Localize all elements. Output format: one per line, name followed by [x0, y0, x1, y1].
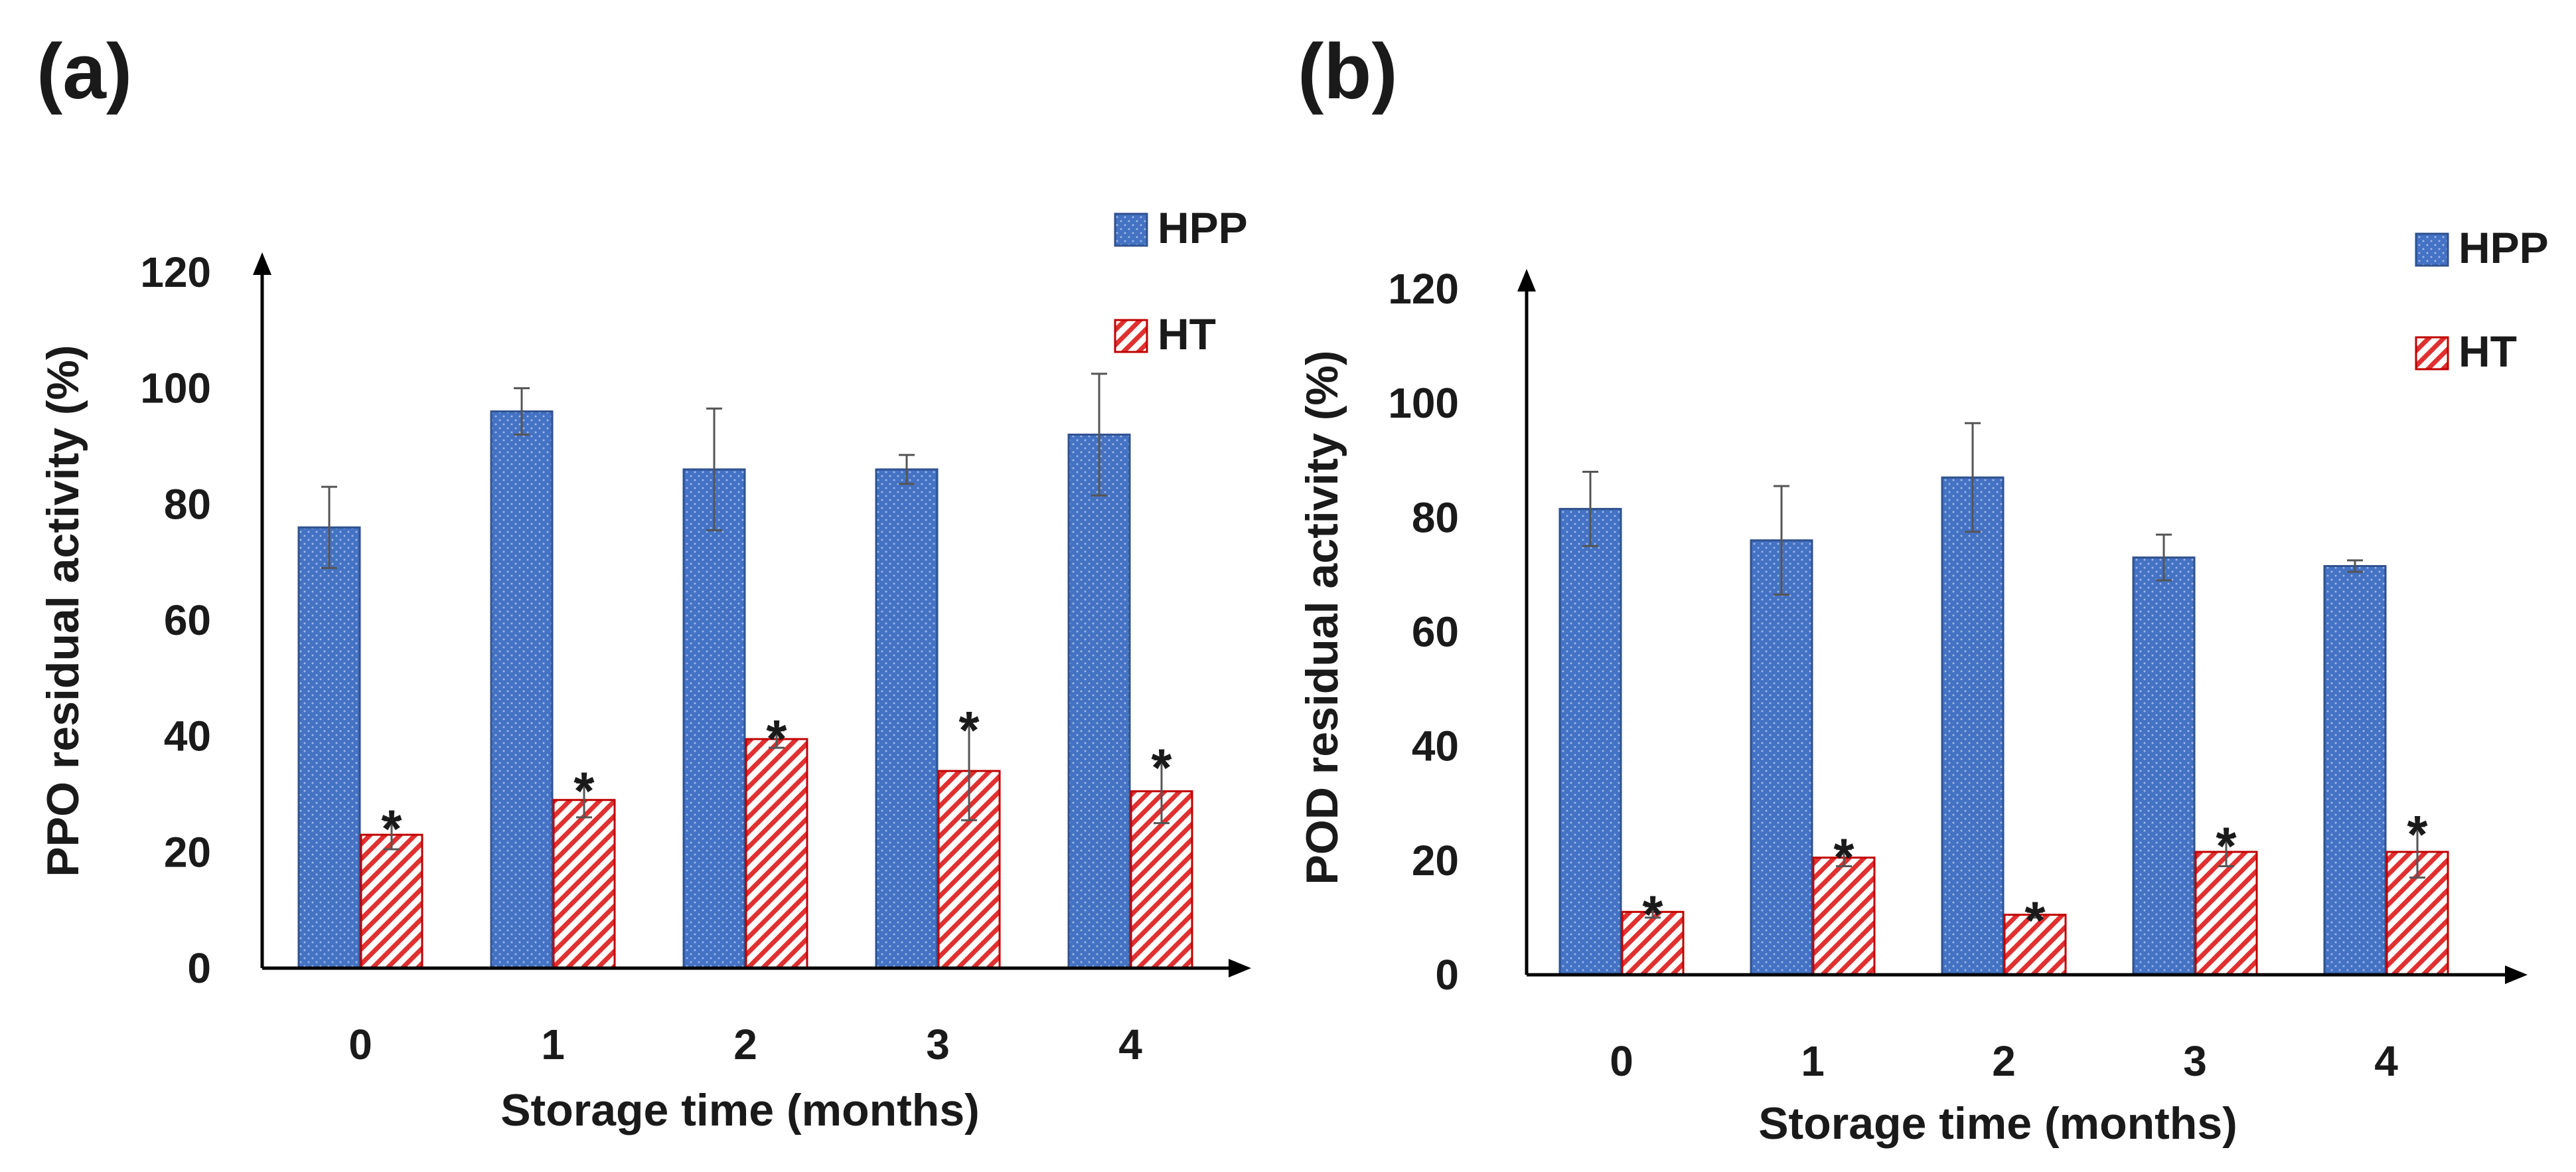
bar-hpp [1558, 507, 1622, 976]
y-tick-label: 80 [1412, 493, 1459, 541]
bar-hpp [875, 468, 939, 969]
y-tick-label: 100 [1388, 379, 1459, 427]
panel-label: (b) [1298, 28, 1398, 116]
bar-hpp [682, 468, 746, 969]
x-axis-arrow [2505, 965, 2528, 984]
legend-swatch-hpp [1114, 212, 1148, 247]
y-tick-label: 120 [140, 248, 211, 296]
bar-ht [745, 738, 808, 969]
legend-label: HT [1158, 309, 1216, 359]
legend-label: HT [2459, 327, 2517, 376]
significance-marker: * [1642, 885, 1663, 944]
y-axis-title: PPO residual activity (%) [38, 345, 88, 877]
significance-marker: * [573, 762, 595, 821]
x-axis-title: Storage time (months) [1758, 1098, 2237, 1149]
significance-marker: * [2216, 816, 2237, 875]
legend-label: HPP [2459, 223, 2549, 272]
legend-swatch-ht [2415, 336, 2449, 371]
y-axis-arrow [1517, 269, 1536, 292]
x-axis-arrow [1229, 959, 1251, 977]
x-tick-label: 2 [1992, 1037, 2016, 1085]
y-tick-label: 20 [1412, 837, 1459, 884]
x-axis-title: Storage time (months) [500, 1085, 980, 1135]
bar-hpp [1067, 434, 1131, 969]
legend-swatch-ht [1114, 319, 1148, 353]
x-tick-label: 4 [1118, 1021, 1142, 1068]
y-tick-label: 20 [164, 828, 211, 876]
bar-hpp [2132, 556, 2196, 976]
bar-hpp [2323, 565, 2387, 976]
y-tick-label: 60 [1412, 608, 1459, 656]
x-tick-label: 3 [2183, 1037, 2207, 1085]
y-tick-label: 60 [164, 596, 211, 644]
panel-label: (a) [37, 28, 132, 116]
significance-marker: * [2407, 805, 2428, 864]
bar-ht [1812, 857, 1876, 976]
x-tick-label: 1 [1801, 1037, 1825, 1085]
bar-hpp [297, 526, 361, 969]
bar-ht [2194, 851, 2258, 976]
y-axis-arrow [253, 252, 271, 275]
significance-marker: * [1151, 738, 1172, 797]
bar-hpp [490, 410, 554, 969]
x-tick-label: 0 [1610, 1037, 1633, 1085]
legend-swatch-hpp [2415, 232, 2449, 267]
legend-label: HPP [1158, 203, 1248, 252]
y-tick-label: 100 [140, 365, 211, 412]
x-tick-label: 1 [541, 1021, 565, 1068]
y-axis-title: POD residual activity (%) [1297, 351, 1347, 885]
x-tick-label: 0 [348, 1021, 372, 1068]
y-tick-label: 80 [164, 480, 211, 528]
x-tick-label: 3 [926, 1021, 950, 1068]
bar-hpp [1750, 539, 1813, 976]
y-tick-label: 40 [1412, 722, 1459, 770]
significance-marker: * [2024, 890, 2046, 950]
x-tick-label: 2 [733, 1021, 757, 1068]
y-tick-label: 40 [164, 712, 211, 760]
significance-marker: * [381, 799, 402, 858]
bar-hpp [1941, 476, 2005, 976]
significance-marker: * [958, 701, 980, 760]
significance-marker: * [1833, 828, 1855, 887]
y-tick-label: 0 [187, 944, 211, 992]
bar-ht [360, 833, 423, 969]
y-tick-label: 120 [1388, 265, 1459, 313]
y-tick-label: 0 [1435, 951, 1459, 999]
significance-marker: * [766, 709, 787, 768]
x-tick-label: 4 [2374, 1037, 2398, 1085]
bar-ht [552, 799, 616, 969]
